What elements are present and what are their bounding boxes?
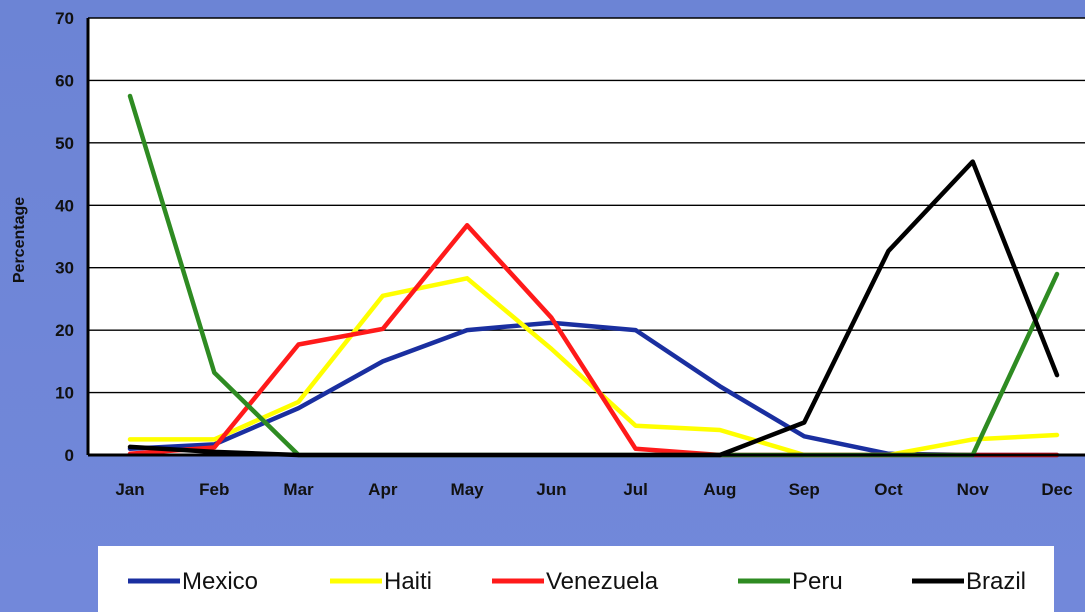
y-tick-label: 40 — [55, 196, 74, 215]
x-tick-label: Dec — [1041, 480, 1072, 499]
legend-label-venezuela: Venezuela — [546, 568, 659, 595]
x-tick-label: Oct — [874, 480, 903, 499]
legend-label-mexico: Mexico — [182, 568, 258, 595]
x-tick-label: Jan — [115, 480, 144, 499]
x-tick-label: May — [451, 480, 485, 499]
x-tick-labels: Jan Feb Mar Apr May Jun Jul Aug Sep Oct Nov Dec — [115, 480, 1072, 499]
x-tick-label: Feb — [199, 480, 229, 499]
x-tick-label: Aug — [703, 480, 736, 499]
y-tick-label: 20 — [55, 321, 74, 340]
legend-label-peru: Peru — [792, 568, 843, 595]
y-tick-label: 60 — [55, 71, 74, 90]
x-tick-label: Sep — [789, 480, 820, 499]
y-axis-title: Percentage — [11, 197, 28, 283]
legend-box — [98, 546, 1054, 612]
y-tick-label: 50 — [55, 134, 74, 153]
x-tick-label: Apr — [368, 480, 398, 499]
axes — [86, 18, 1085, 457]
y-tick-label: 0 — [65, 446, 74, 465]
legend-label-brazil: Brazil — [966, 568, 1026, 595]
gridlines — [88, 17, 1085, 394]
legend: Mexico Haiti Venezuela Peru Brazil — [128, 568, 1026, 595]
x-tick-label: Nov — [957, 480, 990, 499]
y-tick-label: 10 — [55, 384, 74, 403]
plot-area — [88, 18, 1085, 455]
x-tick-label: Jul — [623, 480, 648, 499]
y-tick-label: 30 — [55, 259, 74, 278]
x-tick-label: Jun — [536, 480, 566, 499]
y-tick-label: 70 — [55, 9, 74, 28]
legend-label-haiti: Haiti — [384, 568, 432, 595]
y-tick-labels: 0 10 20 30 40 50 60 70 — [55, 9, 74, 465]
x-tick-label: Mar — [283, 480, 314, 499]
